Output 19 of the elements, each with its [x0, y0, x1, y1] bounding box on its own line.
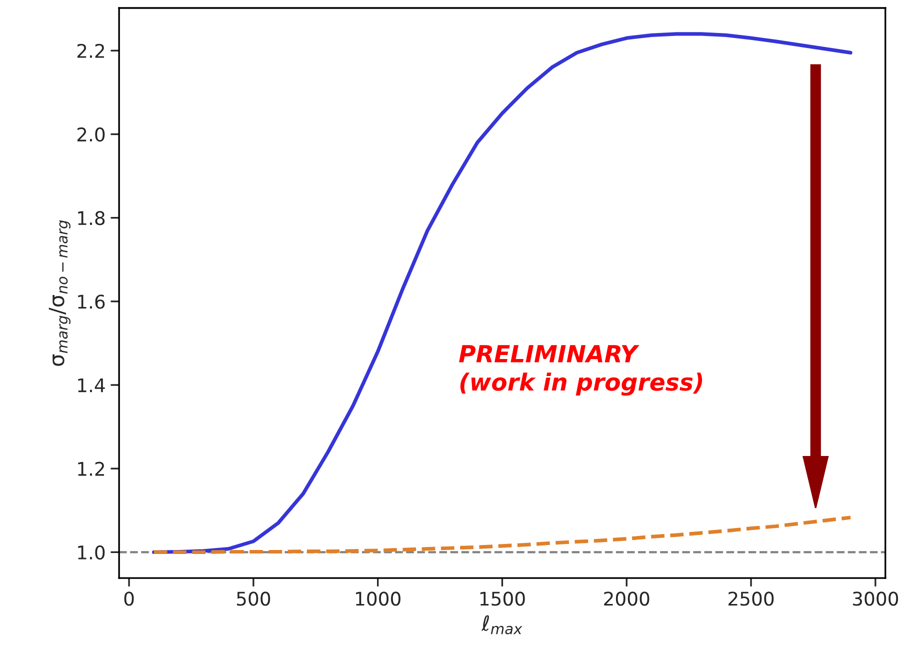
y-tick-label: 1.6	[78, 294, 105, 309]
x-tick-label: 0	[124, 592, 134, 606]
annotation: PRELIMINARY (work in progress)	[459, 345, 702, 396]
line-series	[152, 32, 852, 554]
x-tick-label: 1000	[356, 592, 400, 606]
y-tick-label: 2.0	[77, 127, 105, 142]
x-axis-title: ℓ$_{max}$	[481, 615, 522, 634]
y-tick-label: 1.2	[78, 462, 104, 476]
x-tick-label: 500	[236, 592, 270, 606]
y-tick-label: 1.8	[78, 211, 105, 226]
line-series	[152, 516, 852, 554]
x-tick-label: 2500	[728, 592, 774, 606]
x-tick-label: 3000	[852, 592, 898, 606]
y-tick-label: 1.4	[78, 378, 105, 392]
y-tick-label: 2.2	[77, 44, 104, 58]
y-tick-label: 1.0	[78, 545, 105, 560]
x-tick-label: 1500	[480, 592, 525, 606]
x-tick-label: 2000	[604, 592, 650, 606]
y-axis-title: σ$_{marg}$/σ$_{no−marg}$	[48, 220, 70, 366]
